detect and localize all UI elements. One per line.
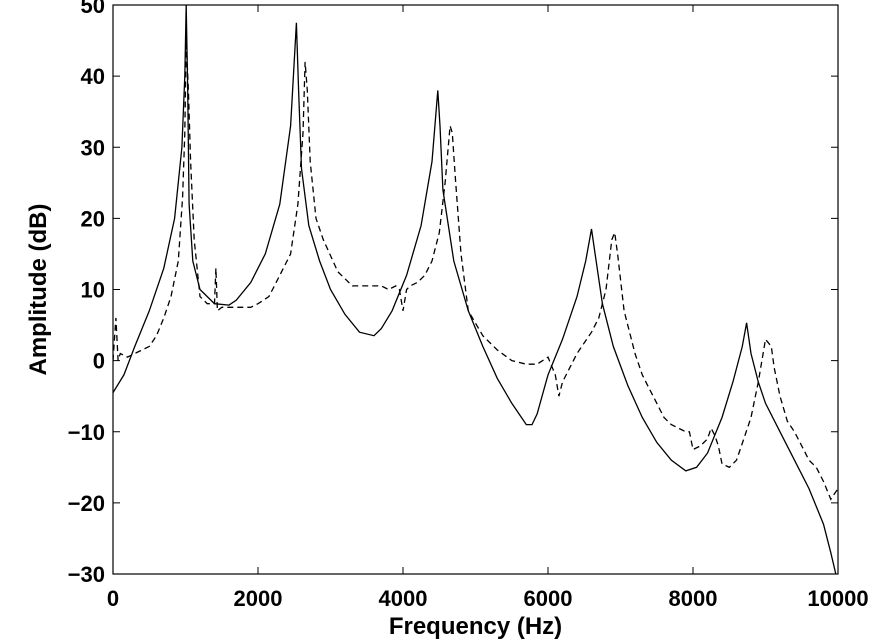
y-tick-label: 50 <box>81 0 105 18</box>
y-axis: −30 −20 −10 0 10 20 30 40 50 <box>68 0 838 587</box>
y-tick-label: 20 <box>81 206 105 231</box>
x-tick-label: 0 <box>107 586 119 611</box>
x-axis: 0 2000 4000 6000 8000 10000 <box>107 5 869 611</box>
x-tick-label: 6000 <box>524 586 573 611</box>
series-line-dashed <box>113 40 838 501</box>
y-tick-label: 40 <box>81 64 105 89</box>
series-layer <box>113 5 838 574</box>
plot-area <box>112 4 839 575</box>
y-tick-label: −10 <box>68 420 105 445</box>
x-tick-label: 4000 <box>379 586 428 611</box>
y-tick-label: 0 <box>93 349 105 374</box>
y-tick-label: −30 <box>68 562 105 587</box>
series-line-solid <box>113 5 837 574</box>
x-tick-label: 10000 <box>807 586 868 611</box>
y-tick-label: −20 <box>68 491 105 516</box>
x-axis-label: Frequency (Hz) <box>389 613 562 640</box>
y-tick-label: 10 <box>81 278 105 303</box>
y-axis-label: Amplitude (dB) <box>25 204 52 376</box>
plot-frame <box>112 4 839 575</box>
x-tick-label: 8000 <box>669 586 718 611</box>
x-tick-label: 2000 <box>234 586 283 611</box>
y-tick-label: 30 <box>81 135 105 160</box>
